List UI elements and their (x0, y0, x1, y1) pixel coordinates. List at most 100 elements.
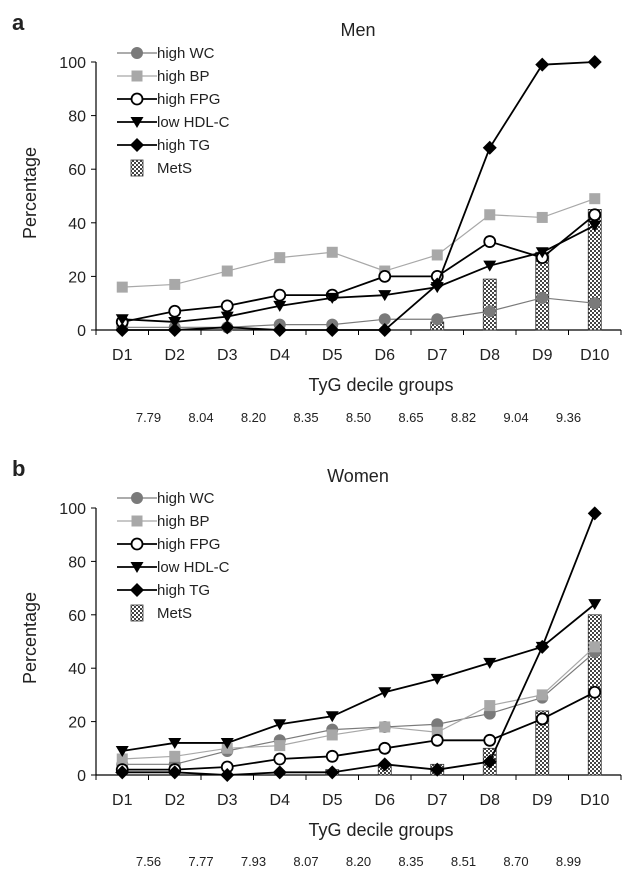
point-low-hdl-c (220, 737, 234, 749)
y-tick-label: 100 (59, 55, 86, 72)
legend-label-low-hdl-c: low HDL-C (157, 114, 230, 131)
point-high-fpg (483, 235, 497, 248)
y-tick-label: 20 (68, 269, 86, 286)
cutoff-label: 8.04 (188, 410, 213, 425)
legend-swatch-mets (130, 604, 144, 622)
cutoff-labels: 7.79 8.04 8.20 8.35 8.50 8.65 8.82 9.04 9.36 (136, 410, 581, 425)
point-low-hdl-c (115, 314, 129, 326)
series-lines (115, 55, 602, 337)
point-low-hdl-c (220, 311, 234, 323)
legend-label-high-tg: high TG (157, 137, 210, 154)
y-axis-label: Percentage (20, 147, 40, 239)
series-line-high-tg (122, 61, 595, 331)
point-high-bp (326, 246, 338, 258)
y-tick-label: 40 (68, 216, 86, 233)
legend-label-high-wc: high WC (157, 45, 215, 62)
x-tick-label: D2 (165, 347, 186, 364)
point-high-wc (536, 291, 549, 304)
legend-marker-high-bp (131, 515, 143, 527)
series-line-high-fpg (122, 691, 596, 771)
point-low-hdl-c (378, 687, 392, 699)
legend-marker-low-hdl-c (130, 117, 144, 128)
point-low-hdl-c (378, 290, 392, 302)
x-tick-label: D3 (217, 347, 238, 364)
point-high-tg (272, 765, 287, 780)
x-tick-label: D5 (322, 792, 343, 809)
mets-bar (535, 710, 550, 776)
point-high-tg (377, 757, 392, 772)
panel-label: a (12, 10, 25, 35)
point-high-tg (167, 323, 182, 337)
cutoff-label: 8.35 (293, 410, 318, 425)
panel-label: b (12, 456, 25, 481)
y-tick-label: 60 (68, 608, 86, 625)
cutoff-label: 7.93 (241, 854, 266, 869)
point-low-hdl-c (535, 247, 549, 259)
cutoff-label: 9.04 (503, 410, 528, 425)
cutoff-label: 8.35 (398, 854, 423, 869)
point-high-tg (220, 320, 235, 335)
point-high-bp (536, 689, 548, 701)
legend-marker-high-tg (130, 138, 144, 152)
point-low-hdl-c (273, 300, 287, 312)
series-line-high-bp (122, 646, 596, 760)
x-tick-label: D1 (112, 347, 133, 364)
point-high-bp (431, 726, 443, 738)
point-high-tg (482, 140, 497, 155)
point-high-bp (536, 211, 548, 223)
point-high-tg (115, 323, 130, 337)
point-high-fpg (378, 269, 392, 283)
point-high-tg (482, 754, 497, 769)
point-high-fpg (430, 733, 444, 747)
point-low-hdl-c (588, 220, 602, 232)
point-high-bp (484, 209, 496, 221)
series-line-high-bp (122, 198, 595, 288)
cutoff-label: 8.20 (346, 854, 371, 869)
point-high-bp (379, 721, 391, 733)
x-tick-label: D10 (580, 347, 609, 364)
legend-label-high-bp: high BP (157, 513, 210, 530)
series-line-low-hdl-c (122, 603, 596, 752)
legend-label-high-tg: high TG (157, 582, 210, 599)
y-tick-label: 60 (68, 162, 86, 179)
legend-marker-high-fpg (130, 92, 144, 106)
legend-marker-high-wc (131, 492, 143, 504)
point-high-bp (326, 729, 338, 741)
point-high-bp (484, 700, 496, 712)
x-tick-label: D4 (270, 347, 291, 364)
point-low-hdl-c (430, 673, 444, 685)
legend-marker-high-fpg (130, 537, 144, 551)
x-axis-label: TyG decile groups (308, 375, 453, 395)
point-high-tg (430, 277, 445, 292)
panel-women: b Women Percentage TyG decile groups 0 20… (12, 456, 622, 869)
legend-label-high-fpg: high FPG (157, 536, 220, 553)
point-high-wc (588, 297, 601, 310)
point-high-fpg (273, 752, 287, 766)
point-low-hdl-c (588, 599, 602, 611)
point-high-wc (483, 305, 496, 318)
point-low-hdl-c (483, 657, 497, 669)
point-high-fpg (483, 733, 497, 747)
point-high-fpg (535, 712, 549, 726)
x-tick-label: D8 (480, 792, 501, 809)
legend-swatch-mets (130, 159, 144, 177)
cutoff-labels: 7.56 7.77 7.93 8.07 8.20 8.35 8.51 8.70 8.99 (136, 854, 581, 869)
point-high-fpg (325, 749, 339, 763)
x-tick-label: D1 (112, 792, 133, 809)
point-high-bp (169, 278, 181, 290)
point-high-tg (587, 506, 602, 521)
point-high-tg (325, 765, 340, 780)
axes: 0 20 40 60 80 100 D1 D2 D3 D4 D5 D6 D7 D8 D9 D10 (59, 55, 622, 364)
cutoff-label: 9.36 (556, 410, 581, 425)
x-tick-label: D3 (217, 792, 238, 809)
x-tick-label: D7 (427, 792, 448, 809)
cutoff-label: 8.07 (293, 854, 318, 869)
point-low-hdl-c (168, 737, 182, 749)
x-tick-label: D9 (532, 347, 553, 364)
point-high-bp (221, 265, 233, 277)
point-high-tg (115, 765, 130, 780)
legend-marker-low-hdl-c (130, 562, 144, 573)
legend-label-high-wc: high WC (157, 490, 215, 507)
cutoff-label: 8.99 (556, 854, 581, 869)
